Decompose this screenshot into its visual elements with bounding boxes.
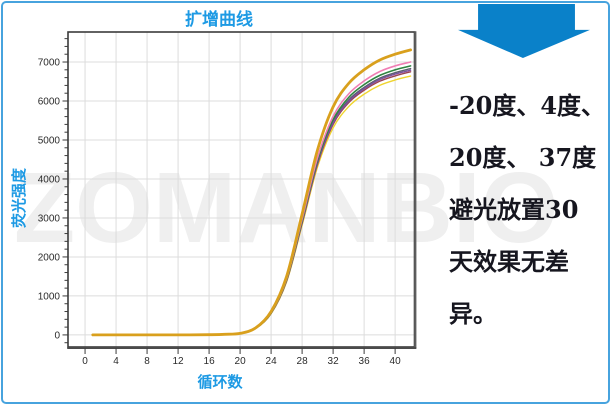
svg-text:1000: 1000 bbox=[38, 291, 61, 302]
svg-text:5000: 5000 bbox=[38, 135, 61, 146]
svg-text:16: 16 bbox=[204, 356, 216, 367]
svg-text:0: 0 bbox=[82, 356, 88, 367]
svg-text:40: 40 bbox=[390, 356, 402, 367]
svg-text:4: 4 bbox=[113, 356, 119, 367]
annotation-line: 天效果无差 bbox=[449, 247, 569, 276]
svg-text:32: 32 bbox=[328, 356, 340, 367]
svg-text:4000: 4000 bbox=[38, 174, 61, 185]
svg-text:20: 20 bbox=[235, 356, 247, 367]
svg-text:36: 36 bbox=[359, 356, 371, 367]
svg-text:12: 12 bbox=[173, 356, 185, 367]
watermark-text: ZOMANBIO bbox=[14, 152, 559, 264]
svg-text:0: 0 bbox=[54, 330, 60, 341]
curve-green bbox=[92, 65, 412, 336]
annotation-line: -20度、4度、 bbox=[449, 91, 606, 120]
annotation-panel: -20度、4度、 20度、 37度 避光放置30 天效果无差 异。 bbox=[449, 80, 606, 340]
svg-text:24: 24 bbox=[266, 356, 278, 367]
svg-text:7000: 7000 bbox=[38, 58, 61, 69]
svg-text:3000: 3000 bbox=[38, 213, 61, 224]
curve-slate bbox=[92, 67, 412, 336]
annotation-line: 20度、 37度 bbox=[449, 143, 597, 172]
curve-gold bbox=[91, 48, 412, 337]
curve-purple bbox=[92, 69, 412, 336]
svg-text:8: 8 bbox=[144, 356, 150, 367]
x-axis-label: 循环数 bbox=[197, 374, 243, 391]
y-axis-label: 荧光强度 bbox=[11, 167, 28, 228]
curve-pink bbox=[92, 61, 412, 336]
svg-text:6000: 6000 bbox=[38, 97, 61, 108]
annotation-line: 异。 bbox=[449, 299, 497, 328]
svg-text:2000: 2000 bbox=[38, 252, 61, 263]
amplification-chart: 0 1000 2000 3000 4000 5000 6000 7000 0 4 8 12 16 20 24… bbox=[38, 31, 417, 367]
down-arrow-icon bbox=[458, 4, 590, 58]
svg-text:28: 28 bbox=[297, 356, 309, 367]
annotation-line: 避光放置30 bbox=[449, 195, 579, 224]
chart-title: 扩增曲线 bbox=[185, 10, 253, 29]
